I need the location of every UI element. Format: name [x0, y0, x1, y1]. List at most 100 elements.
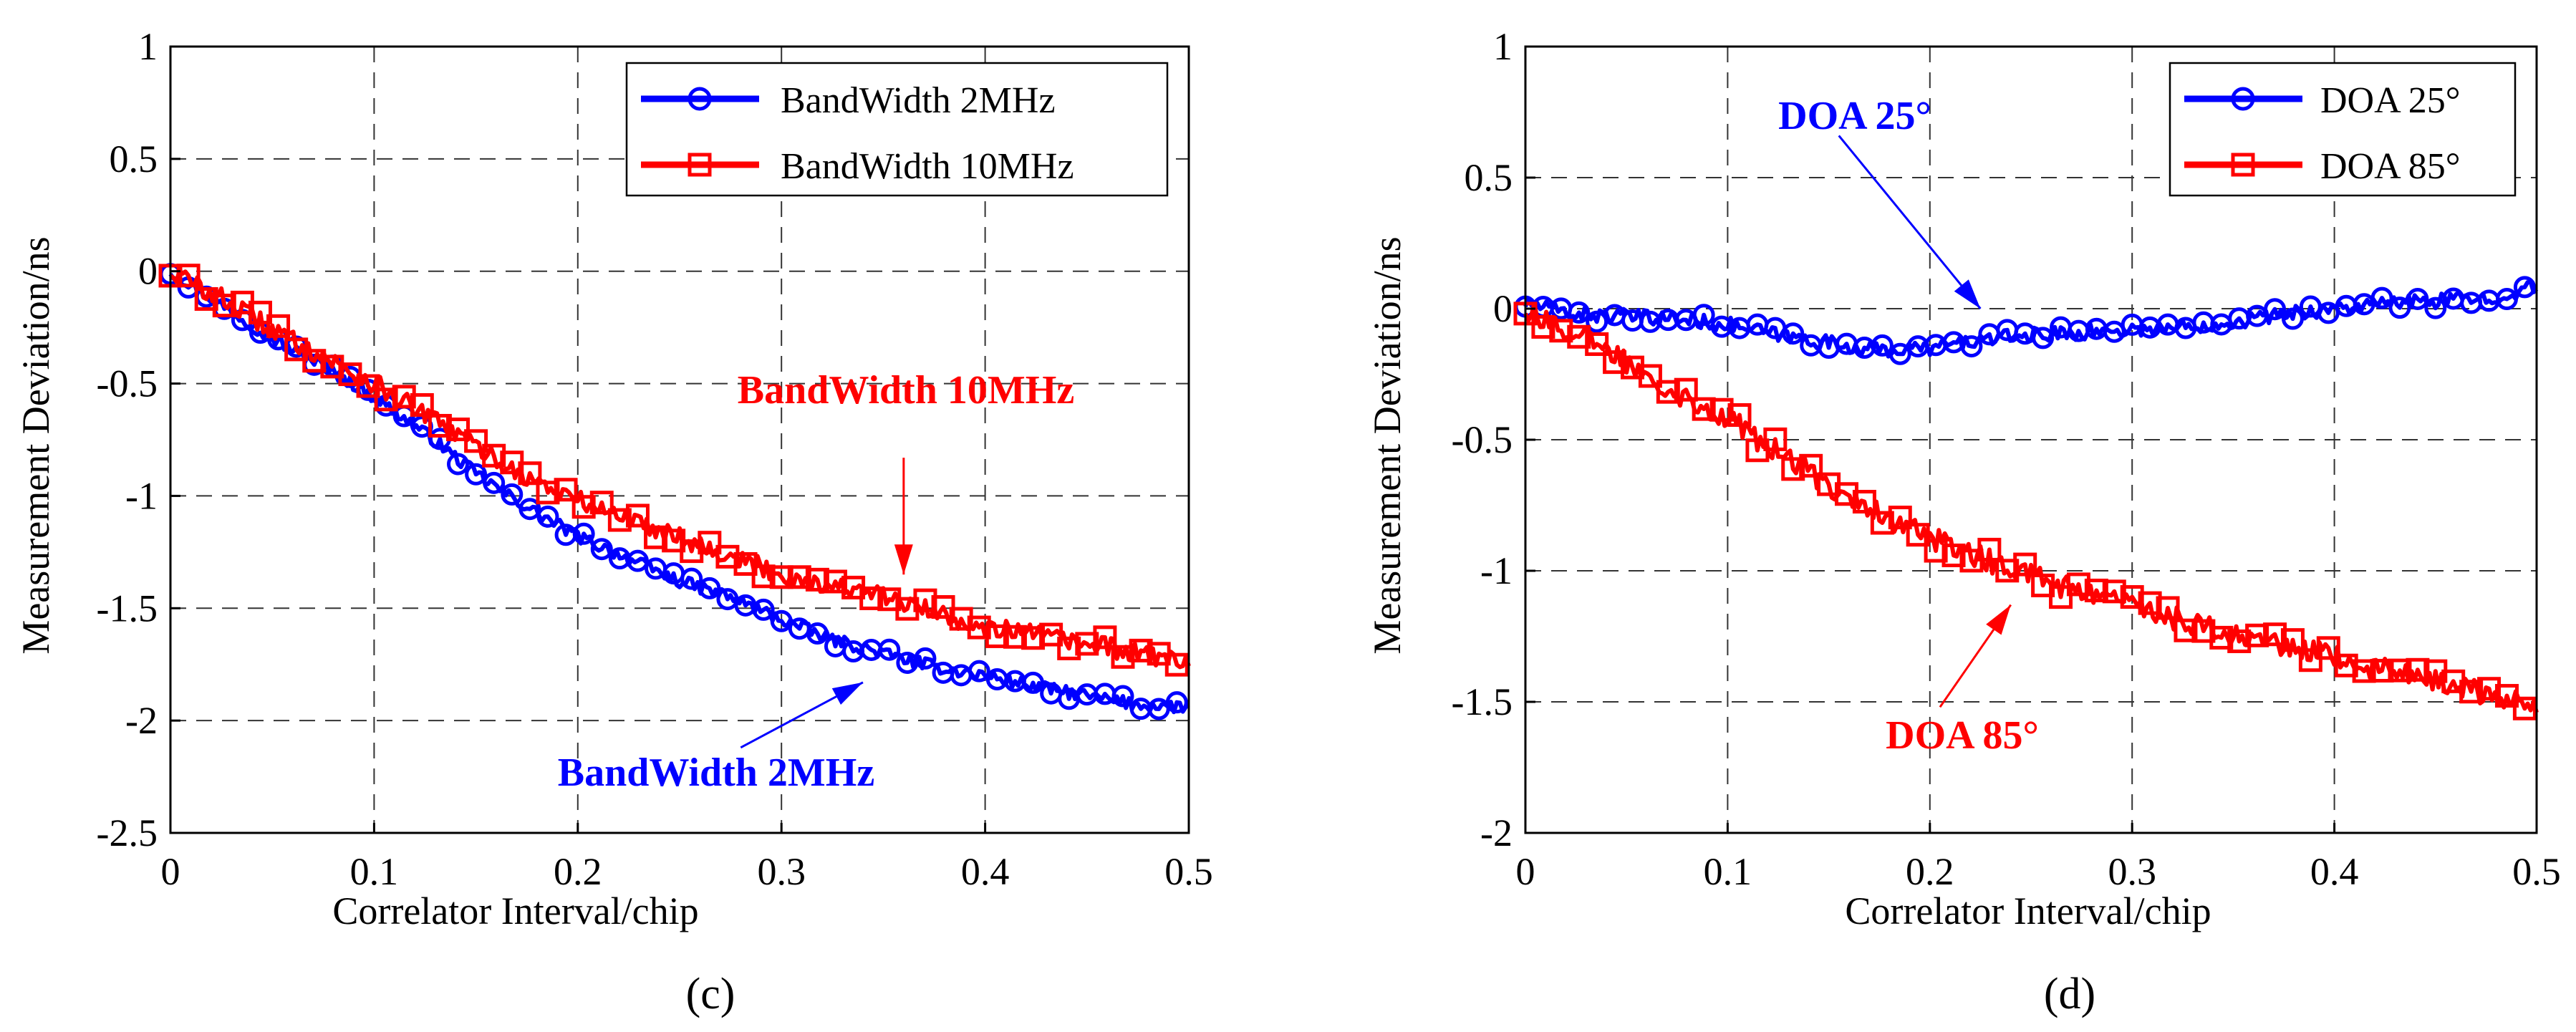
series-marker-square: [644, 525, 668, 549]
series-marker-circle: [2424, 296, 2447, 319]
x-tick-label: 0.2: [554, 850, 602, 893]
series-marker-square: [374, 387, 398, 412]
x-tick-label: 0.4: [961, 850, 1010, 893]
series-marker-square: [2334, 653, 2358, 677]
series-marker-square: [2066, 572, 2090, 597]
series-marker-square: [2156, 596, 2180, 620]
x-axis-label-d: Correlator Interval/chip: [1845, 889, 2211, 932]
y-tick-label: -2: [125, 699, 158, 742]
series-marker-circle: [1165, 691, 1188, 714]
series-layer-d: [1513, 276, 2539, 720]
series-marker-square: [1977, 537, 2002, 561]
series-marker-square: [2263, 622, 2287, 647]
series-marker-square: [1709, 397, 1734, 422]
y-tick-label: 0.5: [1465, 156, 1513, 199]
series-marker-square: [356, 374, 380, 398]
series-marker-square: [2191, 619, 2216, 643]
series-marker-square: [1995, 559, 2020, 583]
series-marker-square: [1924, 539, 1948, 563]
annotation-arrow-head: [831, 682, 863, 705]
series-marker-square: [733, 551, 758, 576]
series-marker-circle: [1782, 322, 1805, 345]
legend-c: BandWidth 2MHz BandWidth 10MHz: [625, 62, 1169, 197]
series-marker-circle: [2264, 298, 2287, 321]
series-marker-square: [176, 264, 201, 288]
chart-panel-c: 0 0.1 0.2 0.3 0.4 0.5 1 0.5 0 -0.5 -1 -1.5 -2 -2.5 Co…: [14, 25, 1213, 1018]
series-marker-square: [1585, 332, 1609, 357]
series-marker-circle: [1960, 335, 1983, 358]
annotation-arrow-head: [1986, 604, 2011, 635]
series-marker-square: [1567, 324, 1591, 349]
series-marker-circle: [518, 498, 541, 521]
series-marker-circle: [1888, 342, 1911, 365]
series-marker-square: [607, 508, 632, 532]
series-marker-circle: [752, 598, 775, 621]
series-marker-circle: [536, 505, 559, 528]
series-marker-square: [302, 349, 327, 373]
series-marker-square: [1057, 636, 1081, 660]
series-marker-circle: [968, 660, 990, 683]
panel-label-c: (c): [686, 970, 735, 1018]
series-marker-circle: [2032, 327, 2055, 349]
x-tick-label: 0.2: [1906, 850, 1954, 893]
series-marker-square: [2227, 629, 2252, 653]
legend-marker-doa25: [2231, 87, 2255, 111]
series-marker-circle: [1692, 304, 1715, 327]
y-tick-label: 0: [138, 250, 158, 293]
series-marker-square: [698, 531, 722, 555]
series-marker-circle: [1568, 301, 1591, 324]
series-marker-circle: [2495, 288, 2518, 311]
series-marker-circle: [2388, 296, 2411, 319]
y-tick-label: 0: [1493, 287, 1513, 330]
series-marker-circle: [465, 463, 488, 486]
series-marker-square: [715, 544, 740, 569]
series-marker-square: [1674, 377, 1698, 402]
x-tick-label: 0: [161, 850, 180, 893]
series-marker-square: [320, 355, 344, 379]
series-marker-square: [1763, 427, 1788, 451]
series-marker-square: [2316, 636, 2340, 660]
series-marker-square: [482, 443, 506, 468]
series-marker-square: [625, 503, 650, 528]
series-marker-square: [2298, 648, 2322, 672]
series-marker-square: [2494, 684, 2519, 708]
series-marker-circle: [590, 538, 613, 561]
series-marker-square: [1941, 544, 1966, 568]
series-marker-square: [1039, 622, 1063, 647]
series-marker-circle: [2281, 307, 2304, 330]
y-tick-label: 0.5: [110, 138, 158, 180]
series-marker-circle: [626, 549, 649, 572]
series-marker-square: [2512, 696, 2537, 720]
x-tick-label: 0.3: [2108, 850, 2156, 893]
x-tick-label: 0.3: [757, 850, 806, 893]
x-tick-label: 0.4: [2310, 850, 2359, 893]
legend-marker-bw10: [688, 153, 712, 177]
series-marker-square: [1870, 511, 1894, 535]
series-marker-square: [1603, 350, 1627, 375]
legend-marker-bw2: [688, 87, 712, 111]
annotation-arrow-head: [1954, 279, 1981, 309]
y-tick-label: -2: [1480, 811, 1513, 854]
series-marker-square: [2084, 578, 2108, 602]
series-marker-circle: [2513, 276, 2536, 299]
series-marker-circle: [806, 622, 829, 645]
series-marker-square: [2459, 680, 2484, 704]
series-marker-square: [2477, 677, 2502, 701]
series-marker-square: [1799, 453, 1823, 478]
annotation-label-doa85: DOA 85°: [1886, 713, 2039, 758]
series-marker-circle: [878, 638, 901, 661]
annotation-label-bw10: BandWidth 10MHz: [738, 368, 1074, 413]
series-marker-square: [751, 564, 776, 589]
series-marker-square: [931, 594, 955, 619]
series-marker-square: [248, 300, 272, 324]
series-marker-square: [2013, 552, 2037, 577]
ticks-d: 0 0.1 0.2 0.3 0.4 0.5 1 0.5 0 -0.5 -1 -1.5 -2: [1452, 25, 2561, 893]
series-marker-square: [2352, 659, 2376, 683]
series-marker-square: [2174, 618, 2198, 642]
series-marker-square: [2120, 585, 2144, 609]
series-marker-square: [194, 286, 218, 311]
series-marker-circle: [2406, 287, 2429, 310]
series-marker-circle: [1871, 334, 1894, 357]
series-marker-square: [1093, 625, 1117, 650]
legend-marker-doa85: [2231, 153, 2255, 177]
